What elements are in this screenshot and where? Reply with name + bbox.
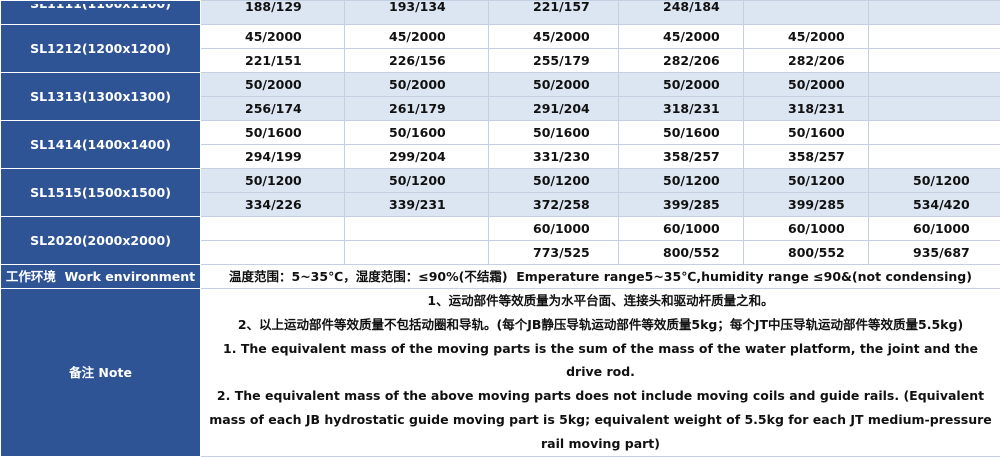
note-line: 2. The equivalent mass of the above movi… [203,384,998,455]
value-cell: 261/179 [345,97,489,121]
note-label: 备注 Note [1,289,201,457]
value-cell: 773/525 [489,241,619,265]
empty-cell [744,1,869,25]
value-cell: 50/1200 [869,169,1000,193]
empty-cell [201,241,345,265]
value-cell: 221/151 [201,49,345,73]
value-cell: 45/2000 [619,25,744,49]
model-cell: SL1414(1400x1400) [1,121,201,169]
value-cell: 291/204 [489,97,619,121]
table-row: SL1111(1100x1100)188/129193/134221/15724… [1,1,1000,25]
value-cell: 358/257 [744,145,869,169]
value-cell: 50/1200 [489,169,619,193]
empty-cell [345,217,489,241]
value-cell: 399/285 [744,193,869,217]
value-cell: 299/204 [345,145,489,169]
value-cell: 50/1600 [345,121,489,145]
value-cell: 372/258 [489,193,619,217]
value-cell: 221/157 [489,1,619,25]
value-cell: 50/2000 [489,73,619,97]
model-cell: SL2020(2000x2000) [1,217,201,265]
value-cell: 282/206 [619,49,744,73]
empty-cell [345,241,489,265]
value-cell: 50/1200 [744,169,869,193]
value-cell: 50/1600 [619,121,744,145]
value-cell: 45/2000 [489,25,619,49]
value-cell: 318/231 [744,97,869,121]
model-cell: SL1111(1100x1100) [1,1,201,25]
empty-cell [201,217,345,241]
value-cell: 50/1200 [201,169,345,193]
value-cell: 193/134 [345,1,489,25]
value-cell: 50/2000 [201,73,345,97]
empty-cell [869,121,1000,145]
empty-cell [869,49,1000,73]
empty-cell [869,1,1000,25]
model-cell: SL1313(1300x1300) [1,73,201,121]
value-cell: 60/1000 [619,217,744,241]
value-cell: 534/420 [869,193,1000,217]
value-cell: 60/1000 [744,217,869,241]
value-cell: 294/199 [201,145,345,169]
value-cell: 50/1600 [201,121,345,145]
empty-cell [869,73,1000,97]
model-cell: SL1515(1500x1500) [1,169,201,217]
value-cell: 50/1600 [744,121,869,145]
value-cell: 50/2000 [345,73,489,97]
value-cell: 45/2000 [744,25,869,49]
value-cell: 60/1000 [489,217,619,241]
model-label: SL1212(1200x1200) [30,41,171,56]
value-cell: 800/552 [744,241,869,265]
value-cell: 255/179 [489,49,619,73]
value-cell: 45/2000 [345,25,489,49]
value-cell: 800/552 [619,241,744,265]
model-label: SL1515(1500x1500) [30,185,171,200]
empty-cell [869,25,1000,49]
model-label: SL2020(2000x2000) [30,233,171,248]
model-label: SL1414(1400x1400) [30,137,171,152]
model-clip: SL1111(1100x1100) [1,4,200,21]
value-cell: 60/1000 [869,217,1000,241]
note-content: 1、运动部件等效质量为水平台面、连接头和驱动杆质量之和。2、以上运动部件等效质量… [201,289,1000,457]
value-cell: 358/257 [619,145,744,169]
value-cell: 399/285 [619,193,744,217]
empty-cell [869,97,1000,121]
empty-cell [869,145,1000,169]
value-cell: 50/2000 [619,73,744,97]
model-label: SL1313(1300x1300) [30,89,171,104]
value-cell: 318/231 [619,97,744,121]
page: SL1111(1100x1100)188/129193/134221/15724… [0,0,1000,447]
value-cell: 50/1600 [489,121,619,145]
note-line: 1. The equivalent mass of the moving par… [203,337,998,385]
value-cell: 282/206 [744,49,869,73]
value-cell: 45/2000 [201,25,345,49]
value-cell: 188/129 [201,1,345,25]
model-cell: SL1212(1200x1200) [1,25,201,73]
value-cell: 50/2000 [744,73,869,97]
environment-label: 工作环境 Work environment [1,265,201,289]
model-label: SL1111(1100x1100) [1,4,200,15]
value-cell: 248/184 [619,1,744,25]
value-cell: 50/1200 [619,169,744,193]
environment-text: 温度范围：5~35℃，湿度范围：≤90%(不结霜) Emperature ran… [201,265,1000,289]
value-cell: 935/687 [869,241,1000,265]
value-cell: 256/174 [201,97,345,121]
note-line: 1、运动部件等效质量为水平台面、连接头和驱动杆质量之和。 [203,289,998,313]
value-cell: 331/230 [489,145,619,169]
note-line: 2、以上运动部件等效质量不包括动圈和导轨。(每个JB静压导轨运动部件等效质量5k… [203,313,998,337]
value-cell: 226/156 [345,49,489,73]
value-cell: 339/231 [345,193,489,217]
value-cell: 50/1200 [345,169,489,193]
value-cell: 334/226 [201,193,345,217]
